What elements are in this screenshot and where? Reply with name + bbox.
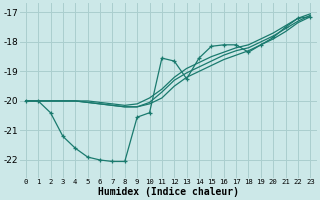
X-axis label: Humidex (Indice chaleur): Humidex (Indice chaleur) <box>98 186 239 197</box>
